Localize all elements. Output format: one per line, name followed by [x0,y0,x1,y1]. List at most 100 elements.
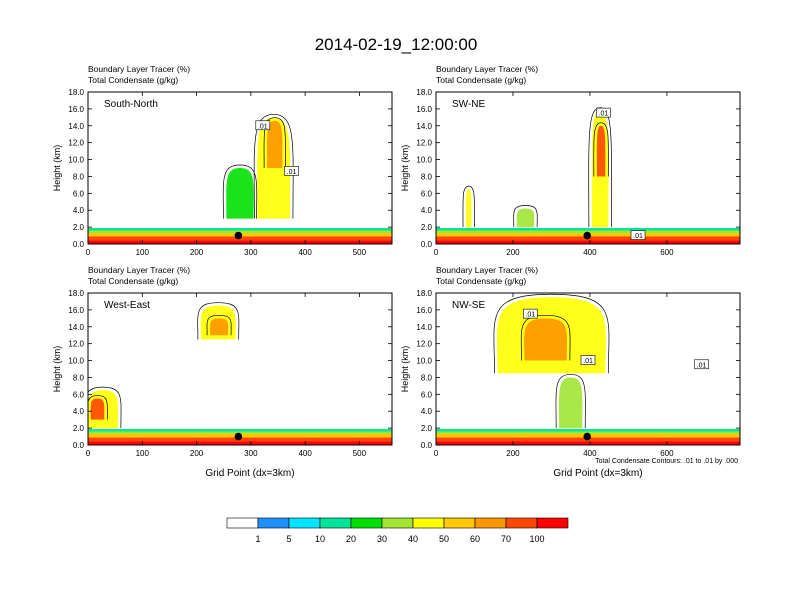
tracer-band [88,428,392,432]
y-tick-label: 16.0 [68,105,84,114]
panels: .01 .01 0.0 2.0 4.0 6.0 8.0 10.0 12.0 14.0 16.0 18.… [52,64,741,479]
tracer-blob [226,168,254,219]
colorbar: 1 5 10 20 30 40 50 60 70 100 [226,517,569,544]
y-tick-label: 8.0 [421,373,433,382]
y-tick-label: 2.0 [73,223,85,232]
plot-area [88,302,392,445]
condensate-contour [88,395,108,420]
tracer-band [436,240,740,244]
contour-label: .01 [284,166,299,176]
contour-label-text: .01 [583,358,593,365]
panel-label: South-North [104,99,158,110]
colorbar-label: 40 [408,534,418,544]
tracer-blob [596,125,606,177]
colorbar-swatch [412,517,445,529]
condensate-contour [593,122,609,177]
y-tick-label: 12.0 [416,139,432,148]
x-tick-label: 300 [244,449,258,458]
condensate-contour [462,185,475,228]
y-tick-label: 4.0 [421,206,433,215]
colorbar-swatch [319,517,352,529]
y-tick-label: 16.0 [416,306,432,315]
panel-west-east: 0.0 2.0 4.0 6.0 8.0 10.0 12.0 14.0 16.0 18.0 0 100 2… [52,265,393,479]
tracer-blob [558,377,583,429]
y-tick-label: 2.0 [73,424,85,433]
colorbar-swatch [474,517,507,529]
plot-frame [435,91,741,245]
contour-label: .01 [694,359,709,369]
y-tick-label: 6.0 [421,390,433,399]
plot-area: .01 .01 [436,107,740,244]
panel-header-line: Boundary Layer Tracer (%) [88,265,190,275]
y-tick-label: 4.0 [73,206,85,215]
tracer-band [88,227,392,231]
panel-header-line: Boundary Layer Tracer (%) [88,64,190,74]
colorbar-label: 20 [346,534,356,544]
panel-header-line: Total Condensate (g/kg) [88,75,178,85]
condensate-contour [206,314,232,336]
y-tick-label: 10.0 [416,156,432,165]
condensate-contour [222,164,258,219]
tracer-band [436,230,740,234]
tracer-band [436,441,740,445]
x-tick-label: 200 [506,449,520,458]
contour-label-text: .01 [258,123,268,130]
plot-area: .01 .01 .01 [436,293,740,445]
colorbar-label: 60 [470,534,480,544]
plot-frame [87,91,393,245]
contour-label-box [596,107,611,118]
contour-label: .01 [630,230,646,240]
y-axis-label: Height (km) [400,145,410,192]
colorbar-swatch [226,517,259,529]
y-tick-label: 16.0 [416,105,432,114]
x-tick-label: 200 [190,248,204,257]
y-tick-label: 10.0 [416,357,432,366]
colorbar-swatch [443,517,476,529]
location-marker [234,432,243,441]
y-axis-label: Height (km) [52,346,62,393]
x-tick-label: 0 [86,449,91,458]
tracer-blob [210,318,229,336]
tracer-band [436,428,740,432]
tracer-band [88,240,392,244]
contour-label-text: .01 [697,362,707,369]
panel-south-north: .01 .01 0.0 2.0 4.0 6.0 8.0 10.0 12.0 14.0 16.0 18.… [52,64,393,257]
tracer-band [436,431,740,435]
condensate-contour [513,205,538,228]
condensate-contour [197,302,240,340]
x-tick-label: 400 [298,248,312,257]
condensate-contour [253,113,294,219]
location-marker [583,231,592,240]
tracer-blob [267,120,283,168]
y-tick-label: 6.0 [73,390,85,399]
y-tick-label: 8.0 [421,172,433,181]
y-tick-label: 6.0 [73,189,85,198]
panel-header-line: Total Condensate (g/kg) [88,276,178,286]
y-tick-label: 18.0 [68,289,84,298]
x-tick-label: 0 [86,248,91,257]
contour-label-text: .01 [633,233,643,240]
panel-header-line: Boundary Layer Tracer (%) [436,64,538,74]
colorbar-swatch [505,517,538,529]
y-tick-label: 18.0 [416,88,432,97]
panel-label: West-East [104,300,150,311]
y-tick-label: 14.0 [68,122,84,131]
tracer-blob [524,318,568,361]
y-axis-label: Height (km) [400,346,410,393]
colorbar-label: 5 [286,534,291,544]
panel-sw-ne: .01 .01 0.0 2.0 4.0 6.0 8.0 10.0 12.0 14.0 16.0 18.… [400,64,741,257]
x-tick-label: 100 [136,449,150,458]
x-tick-label: 0 [434,248,439,257]
x-tick-label: 500 [353,248,367,257]
contour-label: .01 [255,120,271,130]
tracer-band [88,431,392,435]
colorbar-label: 10 [315,534,325,544]
x-tick-label: 600 [660,248,674,257]
y-tick-label: 14.0 [68,323,84,332]
colorbar-swatch [257,517,290,529]
tracer-blob [465,189,472,228]
colorbar-swatch [536,517,569,529]
y-tick-label: 12.0 [68,139,84,148]
tracer-band [88,230,392,234]
x-tick-label: 400 [583,449,597,458]
